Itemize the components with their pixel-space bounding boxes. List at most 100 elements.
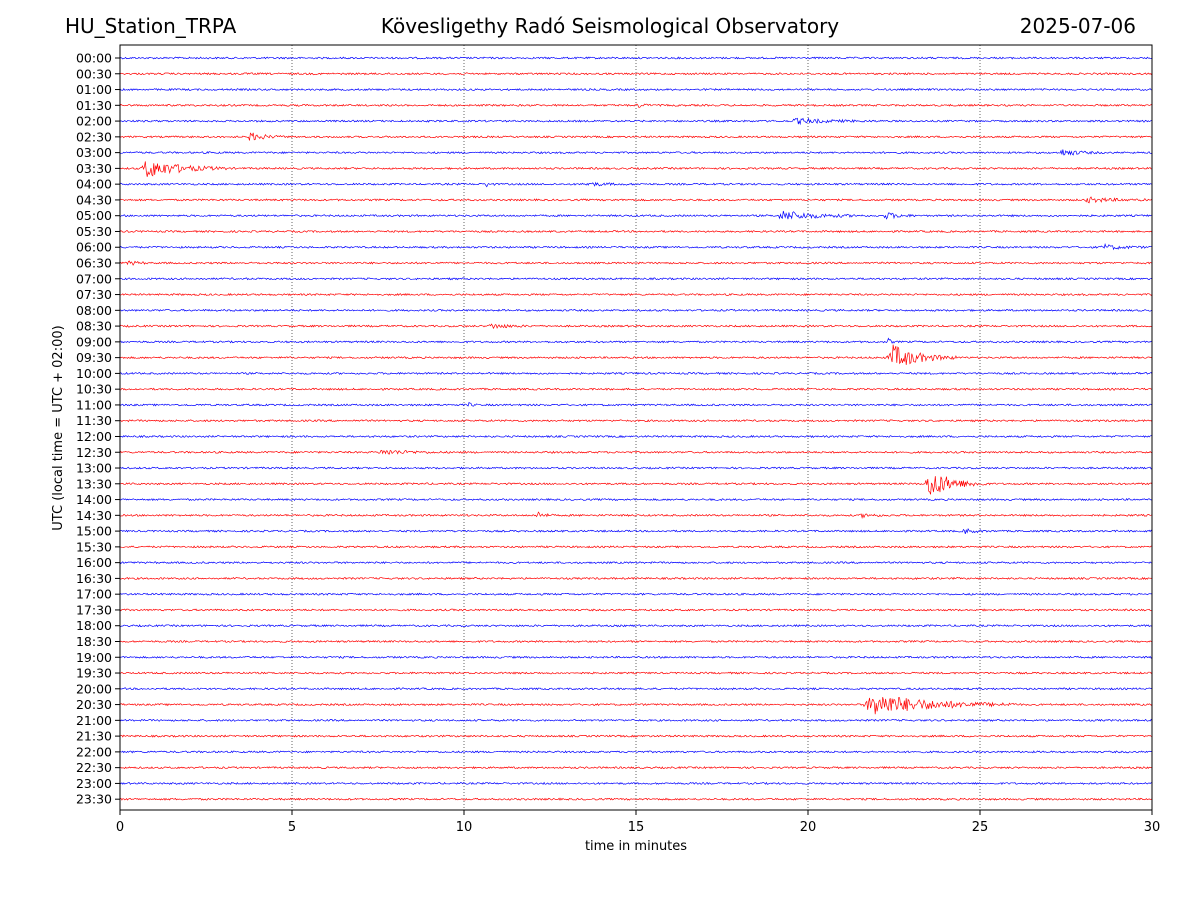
seismogram-trace bbox=[119, 718, 1153, 722]
y-tick-label: 20:30 bbox=[76, 697, 112, 712]
y-tick-label: 13:00 bbox=[76, 461, 112, 476]
chart-date: 2025-07-06 bbox=[1019, 14, 1136, 38]
seismogram-trace bbox=[119, 466, 1153, 470]
seismogram-trace bbox=[120, 277, 1153, 281]
y-axis-ticks: 00:0000:3001:0001:3002:0002:3003:0003:30… bbox=[76, 51, 120, 807]
y-tick-label: 14:00 bbox=[76, 492, 112, 507]
y-tick-label: 13:30 bbox=[76, 476, 112, 491]
y-tick-label: 22:30 bbox=[76, 760, 112, 775]
seismogram-trace bbox=[119, 655, 1153, 659]
seismogram-trace bbox=[120, 766, 1153, 770]
y-tick-label: 10:30 bbox=[76, 382, 112, 397]
x-tick-label: 20 bbox=[800, 820, 817, 835]
seismogram-trace bbox=[119, 734, 1152, 738]
y-tick-label: 11:00 bbox=[76, 397, 112, 412]
x-tick-label: 10 bbox=[456, 820, 473, 835]
y-tick-label: 01:30 bbox=[76, 98, 112, 113]
seismogram-trace bbox=[119, 697, 1153, 715]
seismogram-trace bbox=[119, 72, 1153, 76]
seismogram-trace bbox=[119, 161, 1152, 177]
seismogram-trace bbox=[119, 419, 1153, 423]
y-tick-label: 21:30 bbox=[76, 729, 112, 744]
y-tick-label: 16:00 bbox=[76, 555, 112, 570]
seismogram-trace bbox=[119, 308, 1153, 312]
seismogram-trace bbox=[119, 229, 1153, 234]
seismogram-trace bbox=[119, 87, 1153, 92]
y-tick-label: 09:30 bbox=[76, 350, 112, 365]
seismogram-trace bbox=[119, 337, 1153, 344]
y-tick-label: 03:00 bbox=[76, 145, 112, 160]
seismogram-trace bbox=[119, 210, 1153, 220]
y-tick-label: 06:00 bbox=[76, 240, 112, 255]
x-axis-ticks: 0 5 10 15 20 25 30 bbox=[116, 810, 1160, 835]
y-tick-label: 07:30 bbox=[76, 287, 112, 302]
y-tick-label: 07:00 bbox=[76, 271, 112, 286]
seismogram-trace bbox=[119, 323, 1153, 330]
seismogram-trace bbox=[119, 497, 1153, 502]
x-tick-label: 15 bbox=[628, 820, 645, 835]
x-gridlines bbox=[291, 45, 981, 810]
y-tick-label: 19:30 bbox=[76, 666, 112, 681]
y-tick-label: 02:00 bbox=[76, 114, 112, 129]
seismogram-trace bbox=[119, 671, 1153, 675]
y-tick-label: 01:00 bbox=[76, 82, 112, 97]
y-tick-label: 00:30 bbox=[76, 66, 112, 81]
seismogram-trace bbox=[119, 344, 1153, 365]
seismogram-trace bbox=[119, 781, 1153, 785]
seismogram-trace bbox=[119, 608, 1153, 612]
seismogram-trace bbox=[119, 371, 1153, 376]
seismogram-trace bbox=[119, 196, 1153, 204]
y-tick-label: 16:30 bbox=[76, 571, 112, 586]
y-tick-label: 23:30 bbox=[76, 792, 112, 807]
x-tick-label: 0 bbox=[116, 820, 124, 835]
seismogram-trace bbox=[120, 624, 1153, 628]
y-tick-label: 03:30 bbox=[76, 161, 112, 176]
y-tick-label: 12:00 bbox=[76, 429, 112, 444]
seismogram-trace bbox=[119, 260, 1153, 266]
seismogram-traces bbox=[119, 56, 1153, 801]
seismogram-trace bbox=[119, 639, 1153, 644]
seismogram-trace bbox=[119, 545, 1152, 549]
seismogram-trace bbox=[119, 117, 1152, 126]
y-tick-label: 15:30 bbox=[76, 539, 112, 554]
y-tick-label: 18:00 bbox=[76, 618, 112, 633]
seismogram-trace bbox=[119, 527, 1153, 534]
y-tick-label: 04:00 bbox=[76, 177, 112, 192]
x-axis-label: time in minutes bbox=[585, 839, 687, 854]
y-tick-label: 00:00 bbox=[76, 51, 112, 66]
seismogram-trace bbox=[119, 750, 1153, 754]
seismogram-trace bbox=[119, 103, 1153, 108]
y-tick-label: 14:30 bbox=[76, 508, 112, 523]
y-tick-label: 15:00 bbox=[76, 524, 112, 539]
seismogram-trace bbox=[119, 292, 1153, 297]
station-name: HU_Station_TRPA bbox=[65, 14, 237, 38]
y-tick-label: 21:00 bbox=[76, 713, 112, 728]
seismogram-trace bbox=[119, 449, 1153, 455]
y-axis-label: UTC (local time = UTC + 02:00) bbox=[51, 325, 66, 530]
y-tick-label: 19:00 bbox=[76, 650, 112, 665]
seismogram-trace bbox=[119, 576, 1153, 581]
seismogram-trace bbox=[119, 434, 1153, 439]
y-tick-label: 18:30 bbox=[76, 634, 112, 649]
y-tick-label: 10:00 bbox=[76, 366, 112, 381]
chart-title: Kövesligethy Radó Seismological Observat… bbox=[380, 14, 840, 38]
y-tick-label: 08:00 bbox=[76, 303, 112, 318]
y-tick-label: 12:30 bbox=[76, 445, 112, 460]
y-tick-label: 11:30 bbox=[76, 413, 112, 428]
seismogram-trace bbox=[119, 181, 1153, 188]
seismogram-trace bbox=[119, 243, 1153, 251]
seismogram-trace bbox=[119, 401, 1153, 407]
seismogram-trace bbox=[119, 511, 1153, 519]
seismogram-trace bbox=[119, 561, 1153, 565]
y-tick-label: 22:00 bbox=[76, 744, 112, 759]
x-tick-label: 30 bbox=[1144, 820, 1161, 835]
y-tick-label: 17:30 bbox=[76, 602, 112, 617]
x-tick-label: 5 bbox=[288, 820, 296, 835]
y-tick-label: 05:30 bbox=[76, 224, 112, 239]
y-tick-label: 09:00 bbox=[76, 334, 112, 349]
seismogram-trace bbox=[119, 687, 1153, 691]
seismogram-trace bbox=[119, 132, 1153, 141]
y-tick-label: 17:00 bbox=[76, 587, 112, 602]
y-tick-label: 08:30 bbox=[76, 319, 112, 334]
